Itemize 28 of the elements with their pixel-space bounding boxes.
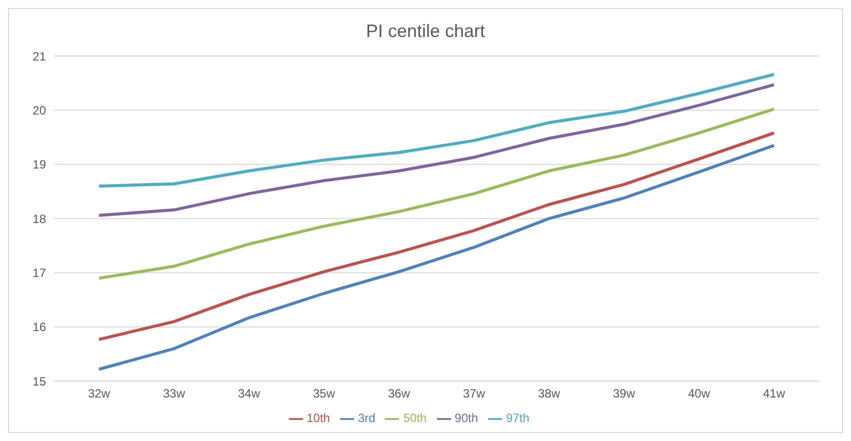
line-series <box>98 131 776 341</box>
y-tick-label: 16 <box>32 320 46 334</box>
legend-label: 50th <box>403 411 427 426</box>
line-series <box>98 83 776 217</box>
x-tick-label: 40w <box>688 386 710 401</box>
legend-label: 10th <box>306 411 330 426</box>
y-tick-label: 21 <box>32 49 46 64</box>
x-tick-label: 34w <box>238 386 260 401</box>
x-tick-label: 33w <box>162 386 186 401</box>
line-series <box>98 72 776 188</box>
x-tick-label: 32w <box>88 386 110 401</box>
legend-label: 90th <box>454 411 478 426</box>
line-series <box>98 144 776 371</box>
line-series <box>98 108 776 280</box>
legend-label: 97th <box>506 411 530 426</box>
y-tick-label: 18 <box>32 212 46 226</box>
x-tick-label: 39w <box>612 386 636 401</box>
x-tick-label: 41w <box>762 386 786 401</box>
legend-label: 3rd <box>358 411 376 426</box>
x-tick-label: 36w <box>388 386 410 401</box>
y-tick-label: 17 <box>32 266 46 280</box>
x-tick-label: 38w <box>538 386 560 401</box>
y-tick-label: 20 <box>32 103 46 118</box>
y-tick-label: 15 <box>32 374 46 388</box>
x-tick-label: 37w <box>462 386 486 401</box>
x-tick-label: 35w <box>312 386 336 401</box>
y-tick-label: 19 <box>32 158 46 172</box>
chart-title: PI centile chart <box>364 20 486 43</box>
